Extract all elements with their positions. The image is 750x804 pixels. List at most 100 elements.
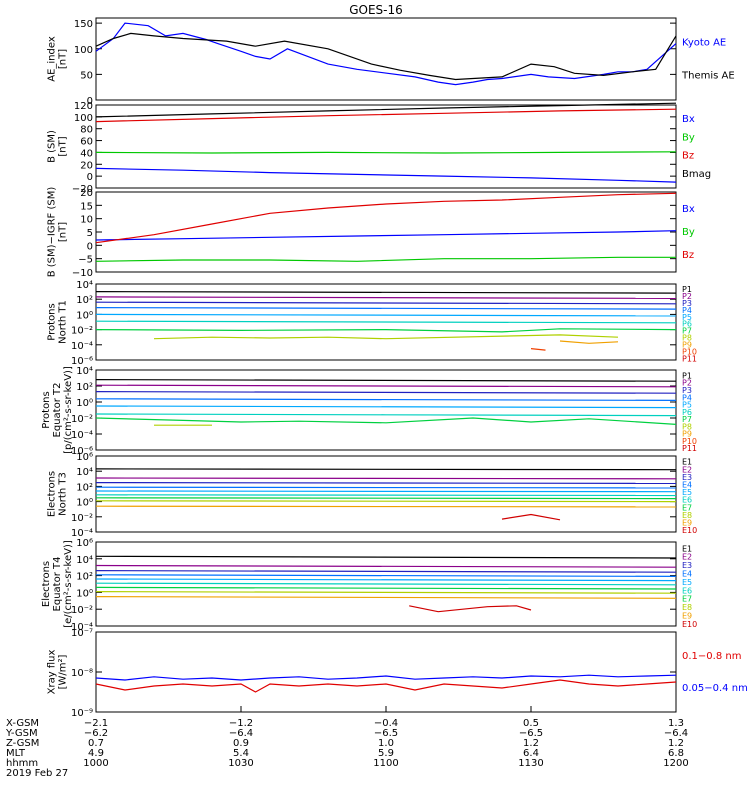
x-tick-label: 4.9 bbox=[88, 748, 104, 759]
legend-entry: P2 bbox=[682, 292, 692, 301]
y-axis-label: B (SM)−IGRF (SM)[nT] bbox=[47, 187, 69, 278]
panel-frame bbox=[95, 369, 677, 451]
legend-entry: E5 bbox=[682, 578, 692, 587]
y-tick-label: 10⁻⁴ bbox=[71, 622, 93, 633]
y-axis-label: ElectronsEquator T4[e/(cm²-s-sr-keV)] bbox=[41, 540, 74, 628]
x-tick-label: 0.7 bbox=[88, 738, 104, 749]
series-line-e1 bbox=[95, 468, 677, 471]
panel-frame bbox=[95, 17, 677, 101]
y-tick-label: 10⁻² bbox=[71, 605, 93, 616]
legend-entry: P3 bbox=[682, 299, 692, 308]
legend-entry: Bz bbox=[682, 151, 694, 162]
y-tick-label: 120 bbox=[74, 101, 93, 112]
y-tick-label: 10⁰ bbox=[76, 310, 93, 321]
panel-frame bbox=[95, 455, 677, 533]
legend-entry: P6 bbox=[682, 408, 692, 417]
legend-entry: E2 bbox=[682, 465, 692, 474]
y-tick-label: 10² bbox=[76, 572, 93, 583]
y-tick-label: 10⁰ bbox=[76, 498, 93, 509]
legend-entry: E1 bbox=[682, 458, 692, 467]
series-line-e6 bbox=[95, 494, 677, 497]
x-tick-label: −2.1 bbox=[84, 718, 108, 729]
legend-entry: P11 bbox=[682, 354, 697, 363]
series-line-p6 bbox=[95, 413, 677, 417]
x-row-label: X-GSM bbox=[6, 718, 39, 729]
y-tick-label: 0 bbox=[87, 241, 93, 252]
x-tick-label: 1030 bbox=[228, 758, 253, 769]
panel-3: −10 −5 0 5 10 15 20 B (SM)−IGRF (SM)[nT] Bx By Bz bbox=[47, 187, 695, 279]
legend-entry: P5 bbox=[682, 401, 692, 410]
x-row-label: 2019 Feb 27 bbox=[6, 768, 68, 779]
y-tick-label: 100 bbox=[74, 113, 93, 124]
x-row-label: MLT bbox=[6, 748, 26, 759]
legend-entry: E3 bbox=[682, 561, 692, 570]
series-line-e1 bbox=[95, 555, 677, 559]
panel-frame bbox=[95, 541, 677, 627]
panel-4: 10⁴ 10² 10⁰ 10⁻² 10⁻⁴ 10⁻⁶ ProtonsNorth T1 P1P2… bbox=[47, 280, 698, 367]
y-tick-label: 10⁻² bbox=[71, 513, 93, 524]
y-tick-label: 10⁴ bbox=[76, 467, 93, 478]
y-tick-label: 100 bbox=[74, 45, 93, 56]
x-tick-label: −6.4 bbox=[664, 728, 688, 739]
series-line-p3 bbox=[95, 391, 677, 394]
y-tick-label: −10 bbox=[72, 268, 93, 279]
series-line-p3 bbox=[95, 301, 677, 305]
y-axis-label: B (SM)[nT] bbox=[47, 130, 69, 163]
legend-entry: P3 bbox=[682, 386, 692, 395]
series-line-p1 bbox=[95, 379, 677, 382]
y-tick-label: −5 bbox=[78, 255, 93, 266]
series-line-p2 bbox=[95, 384, 677, 388]
series-line-e8 bbox=[95, 500, 677, 503]
legend-entry: P2 bbox=[682, 379, 692, 388]
series-line-p7 bbox=[95, 417, 677, 425]
x-row-label: hhmm bbox=[6, 758, 38, 769]
x-tick-label: 1100 bbox=[373, 758, 398, 769]
series-line-by bbox=[95, 151, 677, 154]
series-line-e5 bbox=[95, 578, 677, 582]
x-tick-label: 5.9 bbox=[378, 748, 394, 759]
series-line-0-1-0-8-nm bbox=[95, 679, 677, 693]
legend-entry: E9 bbox=[682, 612, 692, 621]
x-row-label: Z-GSM bbox=[6, 738, 39, 749]
x-tick-label: −6.4 bbox=[229, 728, 253, 739]
series-line-p6 bbox=[95, 320, 677, 324]
series-line-bz bbox=[95, 108, 677, 123]
series-line-e3 bbox=[95, 569, 677, 573]
y-tick-label: 10⁻⁴ bbox=[71, 430, 93, 441]
y-tick-label: 10⁻⁸ bbox=[71, 668, 93, 679]
legend-entry: Bx bbox=[682, 204, 695, 215]
series-line-0-05-0-4-nm bbox=[95, 674, 677, 681]
legend-entry: E10 bbox=[682, 526, 697, 535]
series-line-bmag bbox=[95, 102, 677, 118]
x-row-label: Y-GSM bbox=[5, 728, 38, 739]
x-tick-label: 0.9 bbox=[233, 738, 249, 749]
series-line-bx bbox=[95, 167, 677, 183]
y-axis-label: ElectronsNorth T3 bbox=[47, 471, 69, 517]
legend-entry: P1 bbox=[682, 285, 692, 294]
y-axis-label: AE_index[nT] bbox=[47, 36, 69, 82]
x-tick-label: −6.2 bbox=[84, 728, 108, 739]
series-line-e2 bbox=[95, 477, 677, 480]
legend-entry: P10 bbox=[682, 437, 697, 446]
series-line-e3 bbox=[95, 482, 677, 484]
legend-entry: P5 bbox=[682, 313, 692, 322]
series-line-p1 bbox=[95, 291, 677, 294]
y-tick-label: 40 bbox=[80, 148, 93, 159]
y-tick-label: 10⁰ bbox=[76, 588, 93, 599]
series-line-e5 bbox=[95, 490, 677, 493]
legend-entry: P1 bbox=[682, 371, 692, 380]
series-line-e4 bbox=[95, 574, 677, 578]
series-line-e8 bbox=[95, 590, 677, 594]
y-tick-label: 10⁴ bbox=[76, 555, 93, 566]
series-line-e10 bbox=[501, 513, 561, 521]
y-tick-label: 5 bbox=[87, 228, 93, 239]
legend-entry: Bmag bbox=[682, 169, 711, 180]
series-line-bz bbox=[95, 192, 677, 244]
legend-entry: 0.1−0.8 nm bbox=[682, 651, 741, 662]
series-line-p5 bbox=[95, 313, 677, 317]
y-axis-label: Xray flux[W/m²] bbox=[47, 650, 69, 695]
y-tick-label: 20 bbox=[80, 160, 93, 171]
legend-entry: E8 bbox=[682, 511, 692, 520]
legend-entry: E7 bbox=[682, 595, 692, 604]
